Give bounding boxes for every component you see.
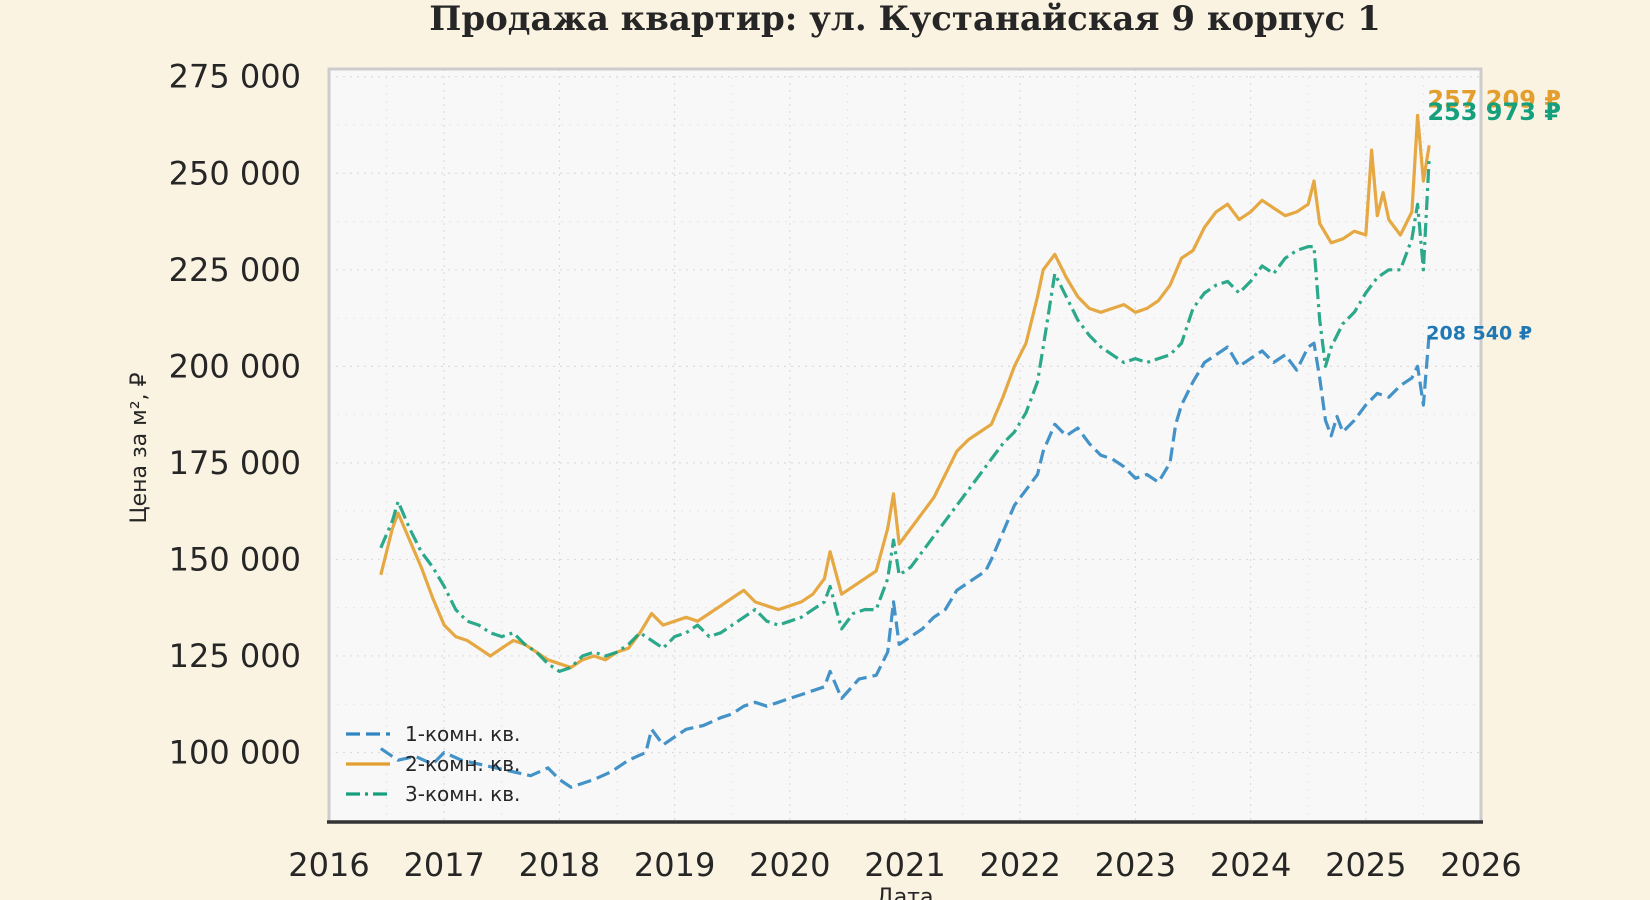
x-tick-label: 2023	[1095, 846, 1176, 884]
y-tick-label: 100 000	[169, 733, 301, 771]
x-tick-label: 2025	[1325, 846, 1406, 884]
x-axis-label: Дата	[877, 885, 934, 900]
x-tick-label: 2016	[288, 846, 369, 884]
y-axis-label: Цена за м², ₽	[127, 372, 152, 523]
y-tick-label: 275 000	[169, 58, 301, 96]
x-tick-label: 2022	[979, 846, 1060, 884]
series-line-2	[379, 113, 1431, 670]
x-tick-label: 2017	[403, 846, 484, 884]
legend-label-2: 2-комн. кв.	[405, 752, 520, 776]
y-tick-label: 125 000	[169, 637, 301, 675]
plot-area	[329, 69, 1481, 822]
chart-title: Продажа квартир: ул. Кустанайская 9 корп…	[429, 0, 1381, 39]
x-axis-ticks: 2016 2017 2018 2019 2020 2021 2022 2023 2024 2025…	[288, 846, 1521, 884]
y-tick-label: 175 000	[169, 444, 301, 482]
end-label-series-2: 257 209 ₽	[1427, 85, 1561, 113]
y-tick-label: 150 000	[169, 540, 301, 578]
end-label-series-1: 208 540 ₽	[1426, 322, 1532, 344]
legend: 1-комн. кв. 2-комн. кв. 3-комн. кв.	[346, 722, 520, 806]
end-label-series-3: 253 973 ₽	[1427, 98, 1561, 126]
x-tick-label: 2021	[864, 846, 945, 884]
y-axis-ticks: 100 000 125 000 150 000 175 000 200 000 225 0…	[169, 58, 301, 772]
legend-label-3: 3-комн. кв.	[405, 782, 520, 806]
series-line-3	[379, 157, 1431, 674]
grid	[328, 69, 1482, 822]
x-tick-label: 2026	[1440, 846, 1521, 884]
legend-label-1: 1-комн. кв.	[405, 722, 520, 746]
series-layer	[379, 113, 1431, 789]
y-tick-label: 225 000	[169, 251, 301, 289]
y-tick-label: 200 000	[169, 347, 301, 385]
x-tick-label: 2020	[749, 846, 830, 884]
x-tick-label: 2018	[519, 846, 600, 884]
end-labels: 208 540 ₽ 257 209 ₽253 973 ₽	[1426, 85, 1561, 344]
x-tick-label: 2019	[634, 846, 715, 884]
x-tick-label: 2024	[1210, 846, 1291, 884]
y-tick-label: 250 000	[169, 154, 301, 192]
series-line-1	[379, 333, 1431, 789]
